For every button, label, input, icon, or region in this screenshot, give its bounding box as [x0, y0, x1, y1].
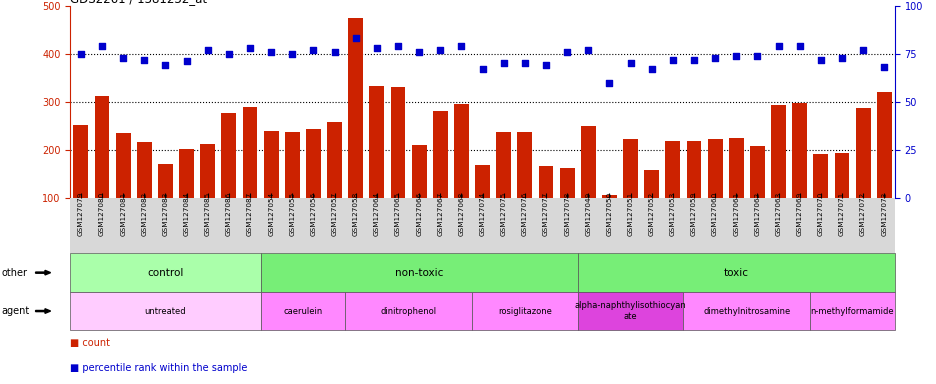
- Text: non-toxic: non-toxic: [394, 268, 443, 278]
- Text: other: other: [2, 268, 28, 278]
- Point: [453, 43, 468, 49]
- Point: [137, 56, 152, 63]
- Bar: [876, 92, 891, 246]
- Text: dinitrophenol: dinitrophenol: [380, 306, 436, 316]
- Bar: [242, 107, 257, 246]
- Bar: [770, 104, 785, 246]
- Point: [305, 47, 320, 53]
- Bar: [728, 138, 743, 246]
- Bar: [390, 88, 405, 246]
- Bar: [644, 170, 658, 246]
- Bar: [601, 195, 616, 246]
- Bar: [200, 144, 215, 246]
- Bar: [411, 145, 426, 246]
- Bar: [73, 125, 88, 246]
- Text: untreated: untreated: [144, 306, 186, 316]
- Point: [644, 66, 659, 72]
- Bar: [707, 139, 722, 246]
- Bar: [454, 104, 468, 246]
- Bar: [158, 164, 172, 246]
- Point: [876, 64, 891, 70]
- Bar: [538, 166, 553, 246]
- Bar: [517, 132, 532, 246]
- Bar: [855, 108, 870, 246]
- Text: GDS2261 / 1381232_at: GDS2261 / 1381232_at: [70, 0, 207, 5]
- Bar: [137, 142, 152, 246]
- Bar: [95, 96, 110, 246]
- Bar: [116, 134, 130, 246]
- Text: control: control: [147, 268, 183, 278]
- Point: [285, 51, 300, 57]
- Point: [348, 35, 363, 41]
- Point: [622, 60, 637, 66]
- Bar: [179, 149, 194, 246]
- Point: [327, 49, 342, 55]
- Text: alpha-naphthylisothiocyan
ate: alpha-naphthylisothiocyan ate: [574, 301, 686, 321]
- Point: [263, 49, 278, 55]
- Point: [517, 60, 532, 66]
- Point: [115, 55, 130, 61]
- Point: [411, 49, 426, 55]
- Text: agent: agent: [2, 306, 30, 316]
- Bar: [559, 168, 574, 246]
- Bar: [306, 129, 320, 246]
- Bar: [432, 111, 447, 246]
- Text: toxic: toxic: [723, 268, 748, 278]
- Point: [73, 51, 88, 57]
- Point: [432, 47, 447, 53]
- Point: [158, 62, 173, 68]
- Point: [812, 56, 827, 63]
- Bar: [263, 131, 278, 246]
- Bar: [749, 146, 764, 246]
- Bar: [348, 18, 363, 246]
- Bar: [792, 103, 806, 246]
- Point: [559, 49, 574, 55]
- Point: [791, 43, 806, 49]
- Point: [665, 56, 680, 63]
- Bar: [327, 122, 342, 246]
- Point: [242, 45, 257, 51]
- Point: [749, 53, 764, 59]
- Text: rosiglitazone: rosiglitazone: [497, 306, 551, 316]
- Text: ■ percentile rank within the sample: ■ percentile rank within the sample: [70, 362, 247, 373]
- Point: [707, 55, 722, 61]
- Text: n-methylformamide: n-methylformamide: [810, 306, 893, 316]
- Point: [538, 62, 553, 68]
- Text: caerulein: caerulein: [283, 306, 322, 316]
- Point: [496, 60, 511, 66]
- Bar: [812, 154, 827, 246]
- Bar: [285, 132, 300, 246]
- Point: [855, 47, 870, 53]
- Bar: [369, 86, 384, 246]
- Point: [601, 79, 616, 86]
- Bar: [686, 141, 701, 246]
- Point: [95, 43, 110, 49]
- Bar: [665, 141, 680, 246]
- Point: [580, 47, 595, 53]
- Point: [686, 56, 701, 63]
- Bar: [496, 132, 510, 246]
- Point: [369, 45, 384, 51]
- Point: [475, 66, 490, 72]
- Bar: [622, 139, 637, 246]
- Point: [834, 55, 849, 61]
- Point: [728, 53, 743, 59]
- Point: [390, 43, 405, 49]
- Point: [200, 47, 215, 53]
- Text: ■ count: ■ count: [70, 338, 110, 348]
- Point: [221, 51, 236, 57]
- Text: dimethylnitrosamine: dimethylnitrosamine: [702, 306, 790, 316]
- Bar: [475, 165, 490, 246]
- Point: [179, 58, 194, 65]
- Bar: [834, 152, 848, 246]
- Bar: [221, 113, 236, 246]
- Bar: [580, 126, 595, 246]
- Point: [770, 43, 785, 49]
